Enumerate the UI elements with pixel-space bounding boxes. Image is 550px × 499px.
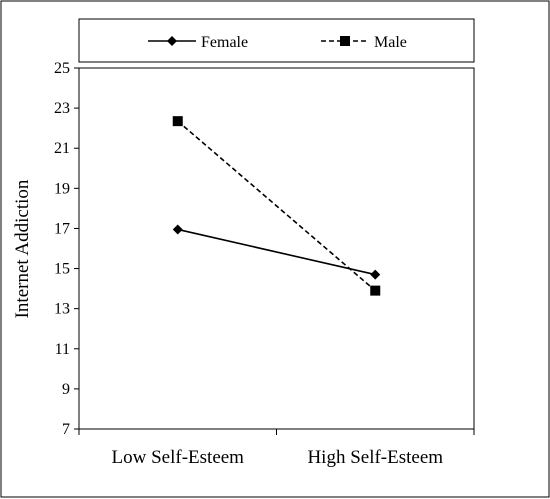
legend-marker-female — [167, 36, 177, 46]
legend-label-male: Male — [374, 34, 407, 51]
legend-marker-male — [340, 36, 350, 46]
legend: Female Male — [78, 18, 475, 63]
y-tick-label: 23 — [54, 100, 70, 117]
y-tick-label: 7 — [62, 421, 70, 438]
y-tick-label: 21 — [54, 140, 70, 157]
y-axis-title: Internet Addiction — [12, 179, 33, 318]
y-tick-label: 19 — [54, 180, 70, 197]
data-point-female — [370, 269, 381, 280]
x-category-label: Low Self-Esteem — [112, 447, 245, 468]
x-category-label: High Self-Esteem — [307, 447, 443, 468]
y-tick-label: 11 — [55, 341, 70, 358]
data-point-female — [172, 224, 183, 235]
series-line-male — [177, 120, 376, 292]
legend-label-female: Female — [201, 34, 248, 51]
plot-area: 7 9 11 13 15 17 19 21 23 25 Low Self-Esteem High Se… — [54, 60, 475, 468]
data-point-male — [370, 285, 381, 296]
data-point-male — [172, 116, 183, 127]
y-tick-label: 15 — [54, 261, 70, 278]
y-tick-label: 13 — [54, 301, 70, 318]
y-tick-label: 25 — [54, 60, 70, 77]
y-tick-label: 17 — [54, 220, 70, 237]
series-line-female — [177, 228, 376, 276]
legend-box — [78, 18, 475, 63]
y-tick-label: 9 — [62, 381, 70, 398]
